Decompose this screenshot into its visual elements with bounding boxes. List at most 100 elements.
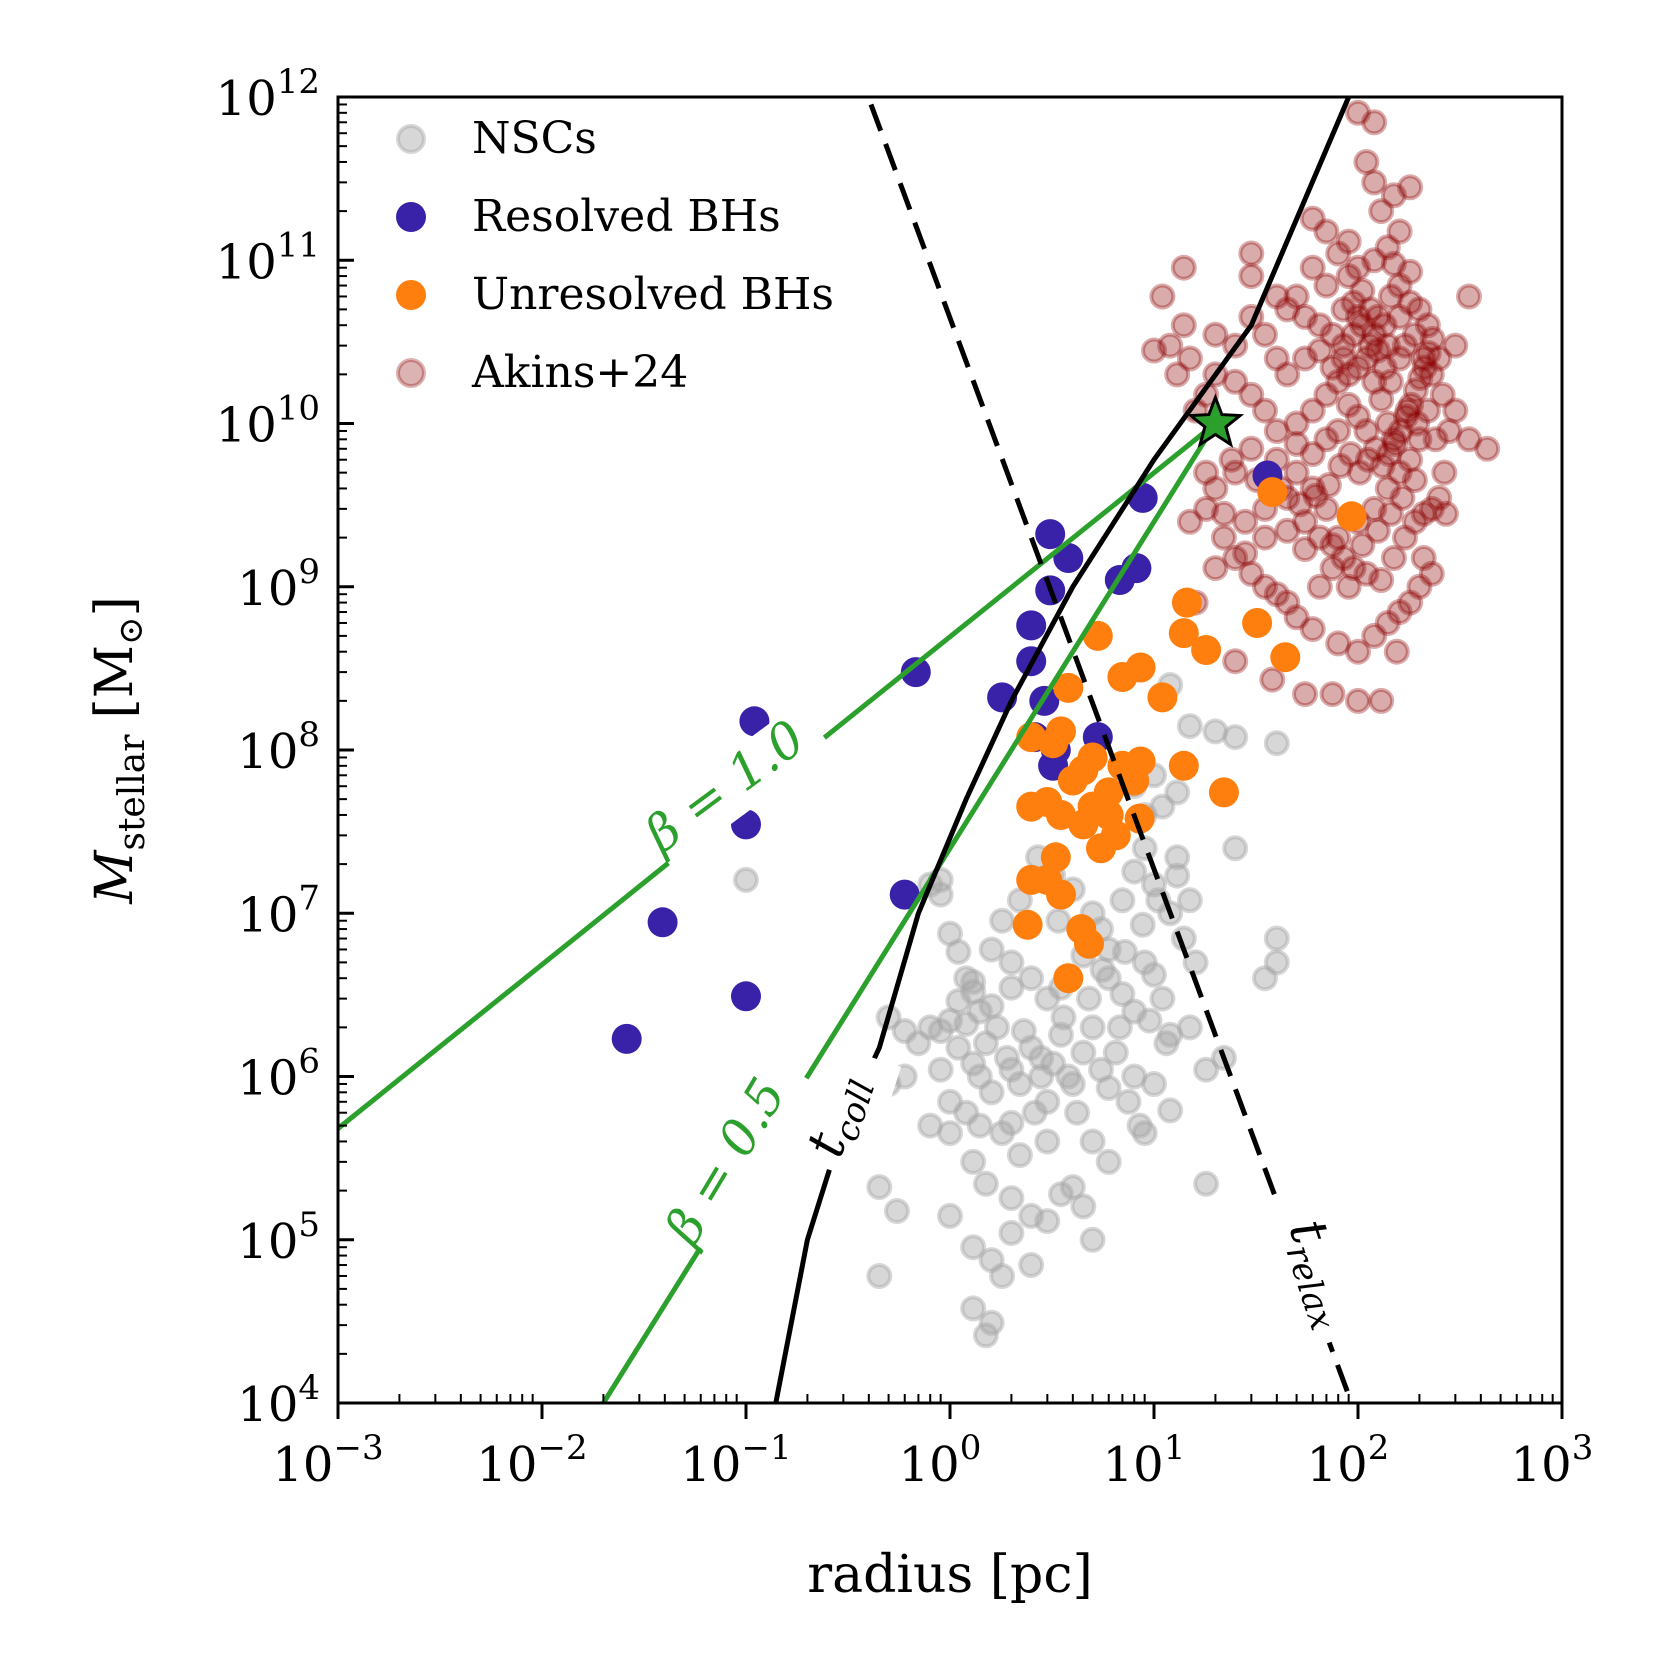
nscs-point-9: [884, 1198, 910, 1224]
y-tick-label: 107: [237, 878, 320, 943]
nscs-point-63: [960, 1295, 987, 1322]
nscs-point-92: [1176, 1014, 1203, 1041]
akins-point-17: [1313, 218, 1340, 245]
beta-1.0-label-bg: [637, 702, 833, 868]
y-tick-label-base: 10: [237, 724, 298, 780]
y-tick-label-base: 10: [216, 71, 277, 127]
akins-point-187: [1355, 446, 1381, 473]
x-tick-label-exp: −1: [741, 1428, 791, 1468]
x-tick-label-exp: −2: [537, 1428, 587, 1468]
nscs-point-114: [1102, 1039, 1129, 1066]
akins-point-53: [1386, 459, 1413, 486]
akins-point-21: [1149, 283, 1176, 310]
akins-point-54: [1374, 475, 1401, 502]
nscs-point-71: [1141, 961, 1167, 988]
akins-point-48: [1456, 426, 1482, 453]
akins-point-0: [1345, 99, 1371, 126]
akins-point-59: [1299, 475, 1326, 502]
nscs-point-54: [1048, 1181, 1074, 1208]
nscs-point-53: [1034, 1208, 1061, 1235]
akins-point-160: [1426, 484, 1453, 511]
akins-point-31: [1357, 296, 1384, 323]
nscs-point-19: [953, 1010, 980, 1037]
akins-point-154: [1410, 345, 1437, 372]
akins-point-132: [1157, 332, 1184, 359]
akins-point-33: [1371, 312, 1398, 339]
nscs-point-113: [960, 968, 987, 995]
nscs-point-76: [1131, 835, 1158, 862]
y-tick-label-exp: 12: [277, 62, 320, 102]
akins-point-86: [1374, 610, 1401, 636]
nscs-point-135: [1182, 949, 1209, 976]
akins-point-195: [1402, 377, 1429, 404]
akins-point-84: [1397, 589, 1424, 616]
nscs-point-5: [927, 1056, 954, 1083]
nscs-point-137: [1136, 1007, 1163, 1034]
akins-point-100: [1259, 666, 1286, 693]
legend-entry-nscs: NSCs: [396, 113, 597, 164]
akins-point-63: [1222, 459, 1249, 486]
legend-label-unresolved: Unresolved BHs: [472, 269, 834, 320]
akins-point-116: [1380, 426, 1407, 453]
akins-point-82: [1418, 560, 1445, 587]
akins-point-146: [1340, 321, 1367, 348]
akins-point-93: [1263, 581, 1290, 608]
x-tick-label-exp: 2: [1368, 1428, 1390, 1468]
y-tick-label-base: 10: [216, 234, 277, 290]
akins-point-66: [1176, 508, 1203, 535]
akins-point-77: [1368, 567, 1395, 593]
resolved-point-2: [731, 981, 761, 1012]
akins-point-29: [1340, 289, 1367, 316]
akins-point-2: [1353, 149, 1380, 175]
akins-point-15: [1325, 240, 1352, 267]
akins-point-73: [1319, 532, 1346, 559]
akins-point-28: [1330, 332, 1357, 359]
akins-point-177: [1193, 459, 1220, 486]
akins-point-12: [1313, 272, 1340, 299]
akins-point-71: [1292, 508, 1318, 535]
nscs-point-73: [1157, 1021, 1184, 1048]
akins-point-5: [1380, 182, 1407, 209]
nscs-point-31: [1040, 1050, 1067, 1077]
akins-point-168: [1349, 532, 1376, 559]
nscs-point-36: [1088, 1056, 1114, 1083]
nscs-point-2: [891, 1018, 918, 1044]
akins-point-44: [1418, 361, 1445, 388]
nscs-point-127: [1050, 1004, 1077, 1031]
resolved-point-0: [611, 1023, 642, 1054]
akins-point-81: [1410, 545, 1437, 571]
y-tick-label: 108: [237, 715, 320, 780]
akins-point-109: [1325, 368, 1352, 395]
y-axis-title-unit-open: [M: [85, 645, 145, 719]
akins-point-144: [1319, 354, 1346, 381]
akins-point-19: [1238, 240, 1265, 267]
nscs-point-88: [1222, 835, 1249, 862]
nscs-point-44: [1006, 1142, 1033, 1169]
akins-point-127: [1222, 368, 1249, 395]
akins-point-149: [1364, 337, 1391, 364]
nscs-point-110: [989, 907, 1016, 934]
akins-point-18: [1299, 205, 1326, 232]
y-tick-label-exp: 9: [298, 552, 320, 592]
nscs-point-10: [866, 1263, 893, 1289]
akins-point-42: [1442, 332, 1469, 359]
akins-point-197: [1411, 354, 1438, 381]
akins-point-50: [1414, 397, 1441, 424]
x-tick-label-base: 10: [680, 1437, 741, 1493]
akins-point-173: [1274, 517, 1301, 544]
akins-point-75: [1340, 555, 1367, 582]
nscs-point-126: [966, 1063, 993, 1090]
nscs-point-128: [1076, 985, 1102, 1012]
legend-label-resolved: Resolved BHs: [472, 191, 781, 242]
nscs-point-106: [1034, 985, 1061, 1012]
nscs-point-35: [1079, 1014, 1106, 1041]
akins-point-80: [1401, 508, 1428, 535]
akins-point-145: [1330, 345, 1357, 372]
nscs-point-125: [927, 1018, 954, 1044]
legend-label-akins: Akins+24: [471, 347, 688, 398]
akins-point-185: [1337, 441, 1364, 467]
y-tick-label-base: 10: [237, 1377, 298, 1433]
akins-point-157: [1404, 410, 1431, 437]
unresolved-point-37: [1242, 608, 1273, 638]
nscs-point-130: [1111, 938, 1138, 965]
